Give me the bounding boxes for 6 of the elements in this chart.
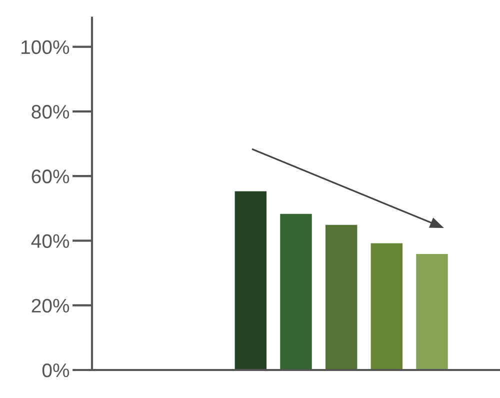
y-tick-label: 20% bbox=[32, 298, 70, 313]
y-tick-label: 60% bbox=[32, 170, 70, 184]
y-tick-label: 80% bbox=[32, 104, 70, 119]
y-tick-label: 0% bbox=[42, 363, 70, 378]
y-tick-label: 40% bbox=[31, 234, 70, 248]
y-tick-label: 100% bbox=[22, 40, 70, 54]
